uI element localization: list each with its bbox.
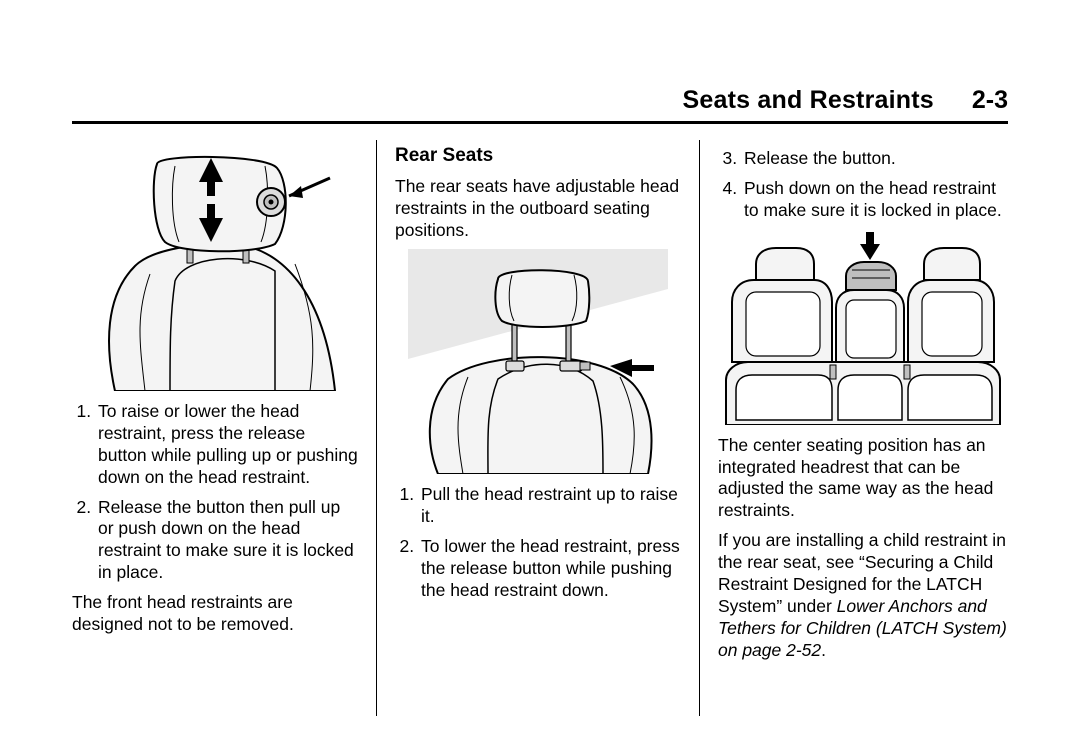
col3-para1: The center seating position has an integ… [718, 435, 1008, 523]
header-section-title: Seats and Restraints [683, 86, 934, 115]
page-header: Seats and Restraints 2-3 [72, 86, 1008, 124]
header-page-number: 2-3 [972, 86, 1008, 115]
manual-page: Seats and Restraints 2-3 [0, 0, 1080, 756]
list-item: To raise or lower the head restraint, pr… [96, 401, 358, 489]
figure-rear-headrest [395, 249, 681, 474]
col2-steps: Pull the head restraint up to raise it. … [395, 484, 681, 601]
column-1: To raise or lower the head restraint, pr… [72, 140, 376, 716]
figure-front-headrest [72, 146, 358, 391]
list-item: To lower the head restraint, press the r… [419, 536, 681, 602]
list-item: Pull the head restraint up to raise it. [419, 484, 681, 528]
column-3: Release the button. Push down on the hea… [700, 140, 1008, 716]
list-item: Push down on the head restraint to make … [742, 178, 1008, 222]
figure-rear-bench [718, 230, 1008, 425]
content-columns: To raise or lower the head restraint, pr… [72, 140, 1008, 716]
list-item: Release the button then pull up or push … [96, 497, 358, 585]
col2-intro: The rear seats have adjustable head rest… [395, 176, 681, 242]
col3-para2: If you are installing a child restraint … [718, 530, 1008, 661]
section-title-rear-seats: Rear Seats [395, 144, 681, 168]
text-run: . [821, 640, 826, 660]
col1-steps: To raise or lower the head restraint, pr… [72, 401, 358, 584]
list-item: Release the button. [742, 148, 1008, 170]
col3-steps: Release the button. Push down on the hea… [718, 148, 1008, 222]
column-2: Rear Seats The rear seats have adjustabl… [377, 140, 699, 716]
col1-note: The front head restraints are designed n… [72, 592, 358, 636]
